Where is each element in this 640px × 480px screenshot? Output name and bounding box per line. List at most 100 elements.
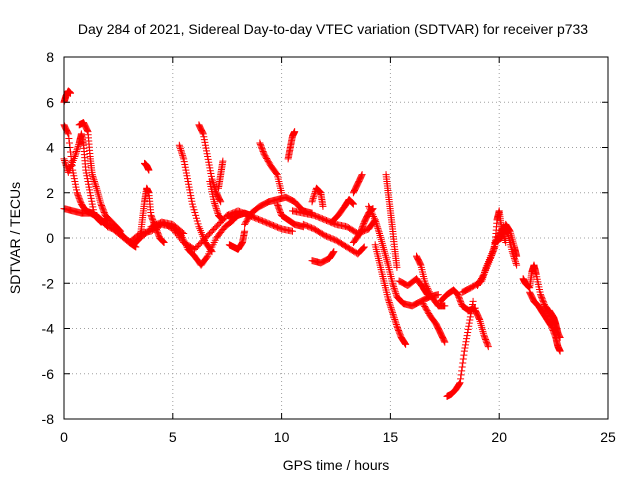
data-point <box>434 291 442 299</box>
y-tick-label: 2 <box>46 185 54 201</box>
data-point <box>62 160 70 168</box>
x-axis-label: GPS time / hours <box>283 457 390 473</box>
data-point <box>498 231 506 239</box>
data-point <box>475 314 483 322</box>
data-point <box>117 227 125 235</box>
data-point <box>90 177 98 185</box>
data-point <box>176 143 184 151</box>
data-point <box>348 199 356 207</box>
x-tick-label: 25 <box>600 429 616 445</box>
series-arc-34 <box>443 297 477 400</box>
data-point <box>72 149 80 157</box>
data-point <box>65 139 73 147</box>
data-point <box>131 242 139 250</box>
data-point <box>505 226 513 234</box>
data-point <box>374 226 382 234</box>
series-arc-14 <box>223 209 255 222</box>
data-point <box>499 229 507 237</box>
data-point <box>159 237 167 245</box>
series-arc-11 <box>195 121 225 206</box>
data-point <box>217 198 225 206</box>
data-point <box>421 279 429 287</box>
series-arc-18 <box>273 200 307 231</box>
data-point <box>502 239 510 247</box>
data-point <box>370 214 378 222</box>
series-arc-24 <box>328 196 357 226</box>
data-point <box>525 283 533 291</box>
data-point <box>466 313 474 321</box>
series-arc-28 <box>371 241 410 348</box>
data-point <box>116 226 124 234</box>
data-point <box>460 351 468 359</box>
data-point <box>348 198 356 206</box>
y-tick-label: -2 <box>42 275 55 291</box>
data-point <box>392 319 400 327</box>
data-point <box>219 216 227 224</box>
data-point <box>484 343 492 351</box>
data-point <box>391 286 399 294</box>
data-point <box>329 248 337 256</box>
data-point <box>67 153 75 161</box>
data-point <box>291 128 299 136</box>
data-point <box>457 375 465 383</box>
data-point <box>460 347 468 355</box>
series-arc-4 <box>60 205 140 251</box>
data-point <box>464 325 472 333</box>
data-point <box>512 258 520 266</box>
data-point <box>370 213 378 221</box>
data-point <box>458 363 466 371</box>
data-point <box>310 193 318 201</box>
x-tick-label: 20 <box>491 429 507 445</box>
data-point <box>218 215 226 223</box>
data-point <box>158 237 166 245</box>
data-point <box>457 371 465 379</box>
data-point <box>367 207 375 215</box>
data-point <box>461 344 469 352</box>
data-point <box>479 272 487 280</box>
data-point <box>387 305 395 313</box>
data-point <box>176 145 184 153</box>
data-point <box>462 338 470 346</box>
data-point <box>64 130 72 138</box>
data-point <box>497 234 505 242</box>
series-arc-40 <box>526 288 564 355</box>
data-point <box>241 227 249 235</box>
data-point <box>513 252 521 260</box>
data-point <box>390 312 398 320</box>
y-axis-label: SDTVAR / TECUs <box>7 182 23 294</box>
data-point <box>554 329 562 337</box>
data-point <box>372 218 380 226</box>
data-point <box>73 146 81 154</box>
data-point <box>391 315 399 323</box>
data-point <box>426 289 434 297</box>
data-point <box>68 157 76 165</box>
data-point <box>556 347 564 355</box>
data-point <box>365 204 373 212</box>
data-point <box>179 151 187 159</box>
data-point <box>440 337 448 345</box>
series-arc-13 <box>214 157 227 192</box>
data-point <box>177 146 185 154</box>
y-tick-label: 4 <box>46 140 54 156</box>
data-point <box>423 283 431 291</box>
data-point <box>392 289 400 297</box>
data-point <box>132 243 140 251</box>
data-point <box>92 181 100 189</box>
data-point <box>375 228 383 236</box>
series-arc-22 <box>308 184 327 210</box>
series-arc-7 <box>141 159 153 174</box>
data-point <box>359 245 367 253</box>
data-point <box>115 226 123 234</box>
data-point <box>89 172 97 180</box>
data-point <box>387 304 395 312</box>
series-arc-38 <box>491 220 521 260</box>
series-arc-32 <box>419 300 449 346</box>
series-arc-35 <box>471 306 492 351</box>
y-tick-label: -8 <box>42 411 55 427</box>
data-point <box>83 127 91 135</box>
data-point <box>371 216 379 224</box>
data-point <box>178 150 186 158</box>
x-tick-label: 5 <box>169 429 177 445</box>
data-point <box>358 171 366 179</box>
